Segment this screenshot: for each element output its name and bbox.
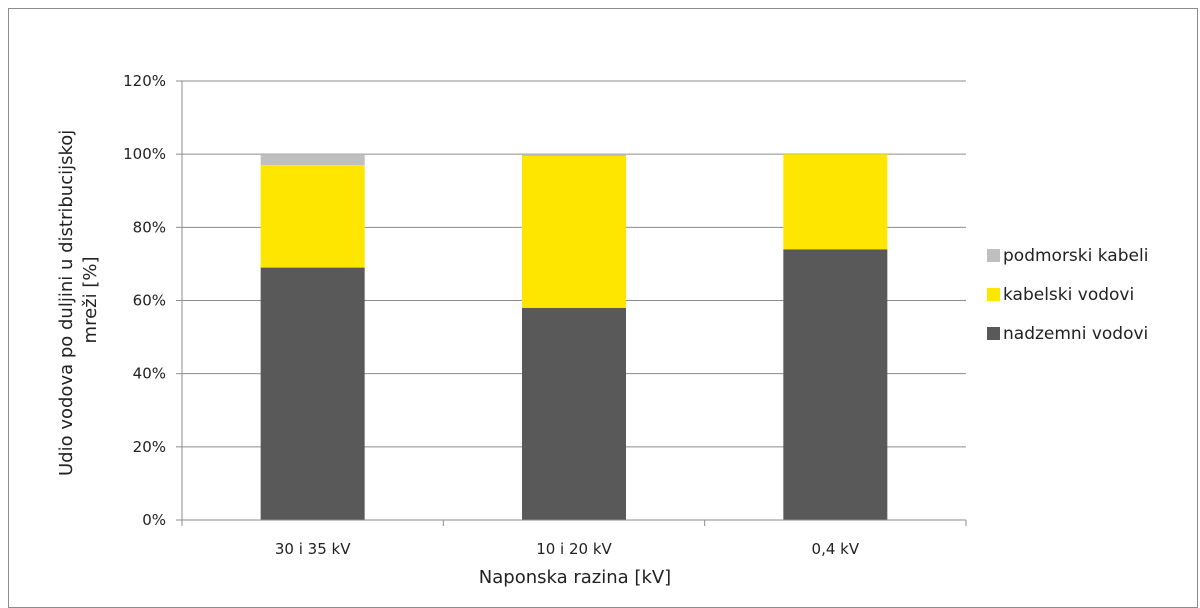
y-tick-label: 80% xyxy=(133,218,166,236)
bar-segment xyxy=(783,249,888,521)
y-tick-label: 60% xyxy=(133,292,166,310)
legend-swatch xyxy=(987,327,1000,340)
y-axis-title-line-1: Udio vodova po duljini u distribucijskoj xyxy=(56,130,77,476)
y-axis-title: Udio vodova po duljini u distribucijskoj… xyxy=(56,124,101,476)
bar-segment xyxy=(522,307,626,520)
legend: podmorski kabeli kabelski vodovi nadzemni … xyxy=(987,246,1148,344)
bar-segment xyxy=(260,267,365,520)
legend-label: kabelski vodovi xyxy=(1003,285,1134,305)
bar-segment xyxy=(522,154,626,156)
y-tick-label: 20% xyxy=(133,438,166,456)
bars xyxy=(260,154,888,521)
bar-segment xyxy=(260,165,365,268)
legend-swatch xyxy=(987,288,1000,301)
stacked-bar-chart: 0% 20% 40% 60% 80% 100% 120% 30 i 35 kV 10 i 20 … xyxy=(56,72,1148,588)
y-tick-label: 120% xyxy=(123,72,166,90)
x-axis-title: Naponska razina [kV] xyxy=(479,567,671,588)
y-axis-title-line-2: mreži [%] xyxy=(80,257,101,344)
x-tick-label: 10 i 20 kV xyxy=(536,540,612,558)
y-tick-label: 0% xyxy=(142,511,166,529)
tick-labels: 0% 20% 40% 60% 80% 100% 120% 30 i 35 kV 10 i 20 … xyxy=(123,72,860,558)
legend-label: podmorski kabeli xyxy=(1003,246,1148,266)
x-tick-label: 30 i 35 kV xyxy=(275,540,351,558)
bar-segment xyxy=(260,154,365,166)
bar-segment xyxy=(783,154,888,250)
bar-segment xyxy=(522,155,626,308)
y-tick-label: 40% xyxy=(133,365,166,383)
legend-label: nadzemni vodovi xyxy=(1003,324,1148,344)
x-tick-label: 0,4 kV xyxy=(812,540,860,558)
legend-swatch xyxy=(987,249,1000,262)
axes xyxy=(176,80,967,526)
y-tick-label: 100% xyxy=(123,145,166,163)
